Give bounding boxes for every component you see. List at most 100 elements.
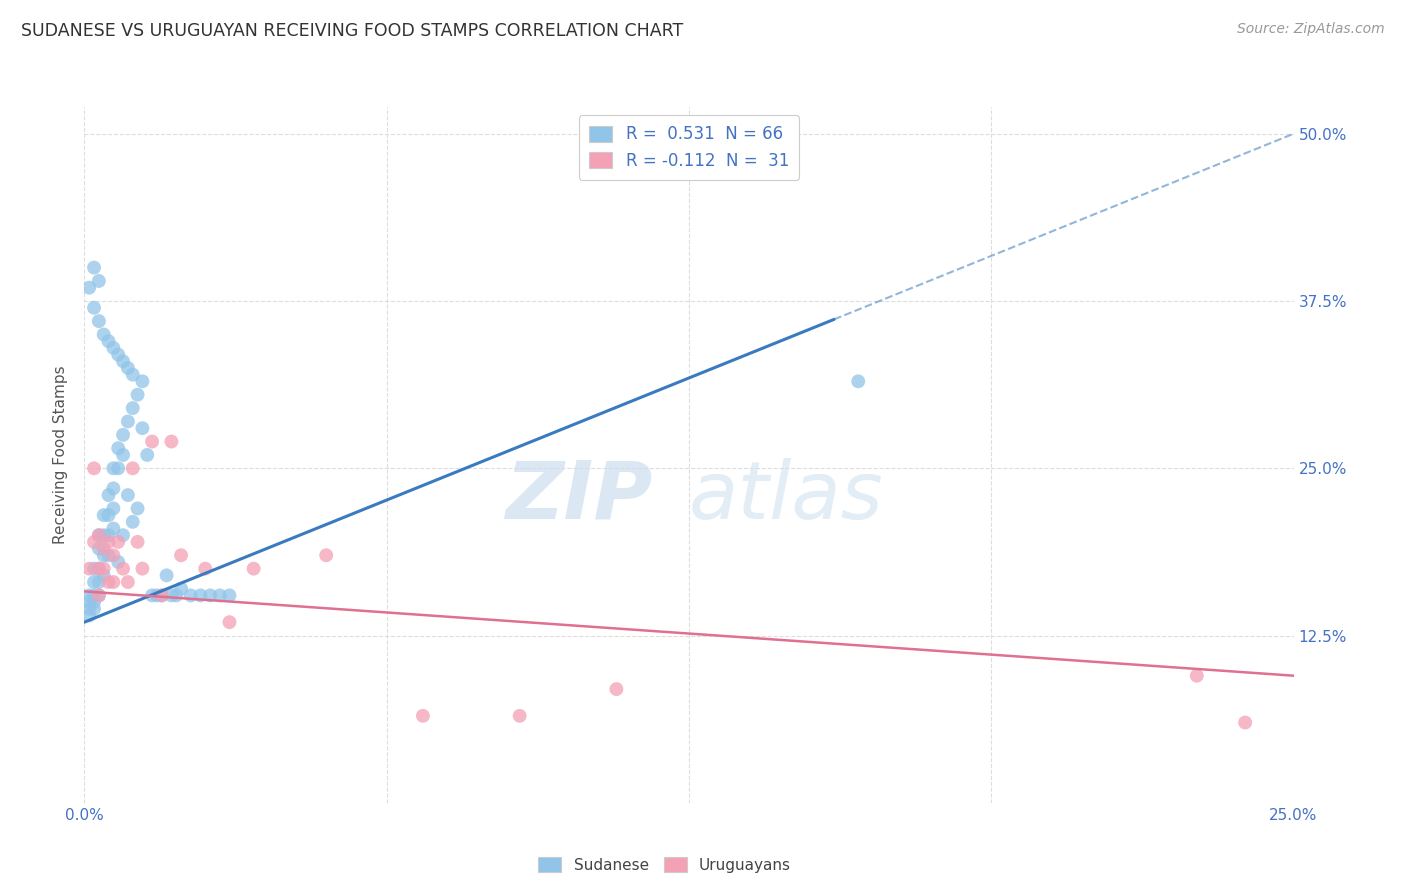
Point (97, 488, 120, 502)
Point (93, 327, 115, 342)
Text: SUDANESE VS URUGUAYAN RECEIVING FOOD STAMPS CORRELATION CHART: SUDANESE VS URUGUAYAN RECEIVING FOOD STA… (21, 22, 683, 40)
Point (127, 535, 149, 549)
Point (77, 608, 100, 623)
Point (83, 461, 105, 475)
Point (97, 535, 120, 549)
Point (83, 575, 105, 590)
Point (77, 562, 100, 576)
Point (87, 562, 110, 576)
Point (155, 568, 177, 582)
Point (87, 541, 110, 556)
Point (121, 515, 143, 529)
Point (112, 562, 135, 576)
Point (160, 589, 183, 603)
Point (83, 260, 105, 275)
Point (93, 508, 115, 523)
Point (117, 361, 139, 376)
Point (97, 334, 120, 349)
Point (97, 575, 120, 590)
Point (605, 681, 627, 696)
Point (1185, 669, 1208, 683)
Point (107, 461, 129, 475)
Point (218, 615, 240, 630)
Point (103, 482, 125, 496)
Point (103, 501, 125, 516)
Point (131, 375, 153, 389)
Point (117, 415, 139, 429)
Point (87, 589, 110, 603)
Point (87, 274, 110, 288)
Point (107, 442, 129, 456)
Point (97, 548, 120, 563)
Point (107, 535, 129, 549)
Point (93, 548, 115, 563)
Point (83, 595, 105, 609)
Point (846, 375, 869, 389)
Point (131, 562, 153, 576)
Point (509, 708, 531, 723)
Point (93, 562, 115, 576)
Point (112, 354, 135, 368)
Point (165, 589, 187, 603)
Point (87, 314, 110, 328)
Point (93, 541, 115, 556)
Point (83, 589, 105, 603)
Point (170, 582, 193, 596)
Point (127, 388, 149, 402)
Point (136, 448, 159, 462)
Point (121, 368, 143, 382)
Point (83, 301, 105, 315)
Point (315, 548, 337, 563)
Point (150, 589, 173, 603)
Point (117, 575, 139, 590)
Point (87, 589, 110, 603)
Point (141, 589, 163, 603)
Point (87, 562, 110, 576)
Point (112, 448, 135, 462)
Point (1234, 715, 1257, 730)
Point (103, 521, 125, 535)
Text: Source: ZipAtlas.com: Source: ZipAtlas.com (1237, 22, 1385, 37)
Point (87, 575, 110, 590)
Point (83, 535, 105, 549)
Point (180, 589, 202, 603)
Point (150, 589, 173, 603)
Legend: Sudanese, Uruguayans: Sudanese, Uruguayans (533, 851, 797, 879)
Point (412, 708, 434, 723)
Point (97, 508, 120, 523)
Point (107, 348, 129, 362)
Point (127, 501, 149, 516)
Point (107, 555, 129, 569)
Point (146, 589, 169, 603)
Point (131, 421, 153, 435)
Point (121, 401, 143, 416)
Point (117, 488, 139, 502)
Point (208, 589, 231, 603)
Point (170, 548, 193, 563)
Point (77, 281, 100, 295)
Point (97, 528, 120, 542)
Point (93, 568, 115, 582)
Text: atlas: atlas (689, 458, 884, 536)
Point (121, 461, 143, 475)
Text: ZIP: ZIP (505, 458, 652, 536)
Point (112, 428, 135, 442)
Point (103, 461, 125, 475)
Point (190, 589, 212, 603)
Point (103, 341, 125, 355)
Point (77, 589, 100, 603)
Point (103, 548, 125, 563)
Point (242, 562, 264, 576)
Point (87, 528, 110, 542)
Point (77, 602, 100, 616)
Point (160, 434, 183, 449)
Point (83, 562, 105, 576)
Point (218, 589, 240, 603)
Point (77, 595, 100, 609)
Point (103, 575, 125, 590)
Point (83, 602, 105, 616)
Point (112, 528, 135, 542)
Point (198, 589, 221, 603)
Point (87, 528, 110, 542)
Y-axis label: Receiving Food Stamps: Receiving Food Stamps (53, 366, 69, 544)
